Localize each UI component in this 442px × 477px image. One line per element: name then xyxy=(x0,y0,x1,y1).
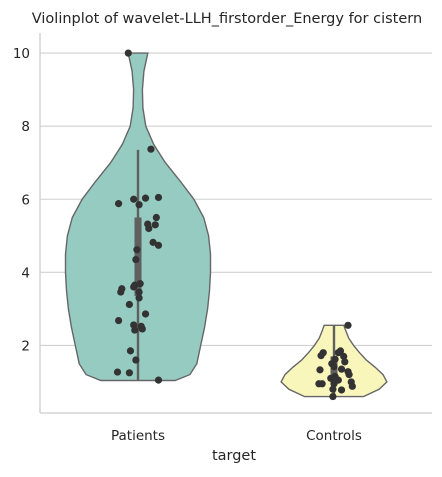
y-tick-label-6: 6 xyxy=(21,192,30,208)
point-patients-1 xyxy=(147,145,155,153)
point-patients-5 xyxy=(154,193,163,202)
point-patients-11 xyxy=(149,238,157,246)
point-controls-8 xyxy=(344,321,352,329)
point-patients-21 xyxy=(135,294,143,302)
point-patients-28 xyxy=(131,326,139,334)
chart-title: Violinplot of wavelet-LLH_firstorder_Ene… xyxy=(32,11,422,27)
point-controls-19 xyxy=(315,380,323,388)
point-controls-9 xyxy=(330,362,338,371)
y-tick-label-10: 10 xyxy=(13,46,30,62)
point-patients-17 xyxy=(130,283,138,291)
point-patients-0 xyxy=(124,49,132,57)
point-patients-7 xyxy=(152,213,160,222)
point-patients-6 xyxy=(135,201,143,209)
axes: 2 4 6 8 10 Patients Controls xyxy=(13,33,432,444)
point-patients-22 xyxy=(125,300,133,309)
point-patients-19 xyxy=(117,288,125,296)
point-controls-24 xyxy=(329,392,337,401)
point-patients-9 xyxy=(151,221,159,229)
point-controls-20 xyxy=(330,380,338,388)
point-controls-5 xyxy=(319,349,327,357)
point-patients-27 xyxy=(138,325,146,333)
point-controls-13 xyxy=(345,371,353,379)
point-controls-3 xyxy=(334,349,342,357)
x-tick-label-patients: Patients xyxy=(111,428,165,444)
strip-points xyxy=(113,49,356,401)
point-controls-11 xyxy=(316,366,324,374)
point-patients-15 xyxy=(136,280,144,288)
point-controls-22 xyxy=(329,385,337,393)
point-patients-33 xyxy=(154,376,163,384)
point-patients-29 xyxy=(126,347,135,355)
point-controls-15 xyxy=(327,374,335,382)
x-axis-label: target xyxy=(212,448,256,464)
point-patients-23 xyxy=(141,310,150,318)
point-controls-2 xyxy=(341,358,349,366)
y-tick-label-2: 2 xyxy=(21,338,30,354)
y-tick-label-8: 8 xyxy=(21,119,30,135)
point-controls-10 xyxy=(337,365,346,373)
point-controls-23 xyxy=(337,386,346,394)
point-patients-4 xyxy=(141,194,150,202)
point-patients-10 xyxy=(145,224,153,233)
x-tick-label-controls: Controls xyxy=(306,428,362,444)
point-patients-3 xyxy=(130,195,138,203)
point-patients-14 xyxy=(132,255,140,264)
point-patients-2 xyxy=(114,200,123,208)
y-tick-label-4: 4 xyxy=(21,265,30,281)
point-patients-24 xyxy=(114,316,123,325)
point-controls-21 xyxy=(348,382,356,390)
point-patients-32 xyxy=(125,369,133,377)
point-patients-13 xyxy=(133,246,141,254)
point-patients-30 xyxy=(132,356,140,364)
point-patients-12 xyxy=(154,241,163,249)
point-patients-31 xyxy=(113,368,122,376)
point-patients-20 xyxy=(135,288,143,296)
point-controls-1 xyxy=(340,352,348,360)
